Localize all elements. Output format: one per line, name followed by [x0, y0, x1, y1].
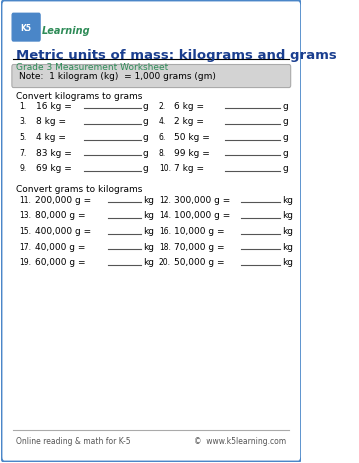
Text: Online reading & math for K-5: Online reading & math for K-5	[17, 436, 131, 445]
Text: 11.: 11.	[19, 195, 31, 204]
Text: kg: kg	[143, 242, 154, 251]
Text: 69 kg =: 69 kg =	[36, 164, 71, 173]
Text: kg: kg	[283, 242, 294, 251]
Text: 19.: 19.	[19, 258, 31, 267]
Text: g: g	[143, 133, 149, 142]
Text: 2 kg =: 2 kg =	[174, 117, 204, 126]
Text: 16.: 16.	[159, 226, 171, 236]
Text: Learning: Learning	[42, 26, 90, 36]
Text: 4 kg =: 4 kg =	[36, 133, 66, 142]
Text: Grade 3 Measurement Worksheet: Grade 3 Measurement Worksheet	[17, 63, 169, 72]
Text: g: g	[283, 117, 288, 126]
Text: 200,000 g =: 200,000 g =	[35, 195, 91, 204]
Text: g: g	[283, 164, 288, 173]
Text: 80,000 g =: 80,000 g =	[35, 211, 85, 220]
Text: g: g	[143, 101, 149, 110]
Text: kg: kg	[283, 195, 294, 204]
Text: 300,000 g =: 300,000 g =	[174, 195, 230, 204]
Text: Note:  1 kilogram (kg)  = 1,000 grams (gm): Note: 1 kilogram (kg) = 1,000 grams (gm)	[19, 72, 216, 81]
Text: 10,000 g =: 10,000 g =	[174, 226, 224, 236]
Text: kg: kg	[143, 258, 154, 267]
Text: g: g	[143, 164, 149, 173]
Text: kg: kg	[283, 258, 294, 267]
Text: 50 kg =: 50 kg =	[174, 133, 210, 142]
Text: 16 kg =: 16 kg =	[36, 101, 71, 110]
Text: 4.: 4.	[159, 117, 166, 126]
FancyBboxPatch shape	[12, 65, 291, 88]
Text: 83 kg =: 83 kg =	[36, 148, 71, 157]
Text: kg: kg	[143, 211, 154, 220]
Text: 60,000 g =: 60,000 g =	[35, 258, 85, 267]
Text: 7 kg =: 7 kg =	[174, 164, 204, 173]
Text: 5.: 5.	[19, 133, 27, 142]
Text: 20.: 20.	[159, 258, 171, 267]
Text: ©  www.k5learning.com: © www.k5learning.com	[194, 436, 286, 445]
Text: 8.: 8.	[159, 148, 166, 157]
Text: g: g	[283, 101, 288, 110]
Text: Metric units of mass: kilograms and grams: Metric units of mass: kilograms and gram…	[17, 49, 337, 62]
Text: 18.: 18.	[159, 242, 171, 251]
Text: 13.: 13.	[19, 211, 31, 220]
Text: 9.: 9.	[19, 164, 27, 173]
Text: 17.: 17.	[19, 242, 31, 251]
Text: 12.: 12.	[159, 195, 171, 204]
Text: K5: K5	[20, 24, 32, 32]
Text: g: g	[143, 148, 149, 157]
Text: g: g	[283, 133, 288, 142]
Text: 8 kg =: 8 kg =	[36, 117, 66, 126]
Text: 10.: 10.	[159, 164, 171, 173]
Text: g: g	[143, 117, 149, 126]
FancyBboxPatch shape	[1, 1, 301, 462]
Text: 100,000 g =: 100,000 g =	[174, 211, 230, 220]
Text: 6.: 6.	[159, 133, 166, 142]
Text: 7.: 7.	[19, 148, 27, 157]
Text: 2.: 2.	[159, 101, 166, 110]
Text: 14.: 14.	[159, 211, 171, 220]
Text: 6 kg =: 6 kg =	[174, 101, 204, 110]
Text: 50,000 g =: 50,000 g =	[174, 258, 224, 267]
Text: 99 kg =: 99 kg =	[174, 148, 210, 157]
Text: kg: kg	[143, 195, 154, 204]
Text: 70,000 g =: 70,000 g =	[174, 242, 224, 251]
Text: kg: kg	[143, 226, 154, 236]
Text: kg: kg	[283, 211, 294, 220]
Text: Convert grams to kilograms: Convert grams to kilograms	[17, 185, 143, 194]
Text: 40,000 g =: 40,000 g =	[35, 242, 85, 251]
Text: 15.: 15.	[19, 226, 31, 236]
Text: 1.: 1.	[19, 101, 27, 110]
Text: g: g	[283, 148, 288, 157]
Text: kg: kg	[283, 226, 294, 236]
Text: Convert kilograms to grams: Convert kilograms to grams	[17, 92, 143, 101]
FancyBboxPatch shape	[12, 14, 40, 42]
Text: 3.: 3.	[19, 117, 27, 126]
Text: 400,000 g =: 400,000 g =	[35, 226, 91, 236]
